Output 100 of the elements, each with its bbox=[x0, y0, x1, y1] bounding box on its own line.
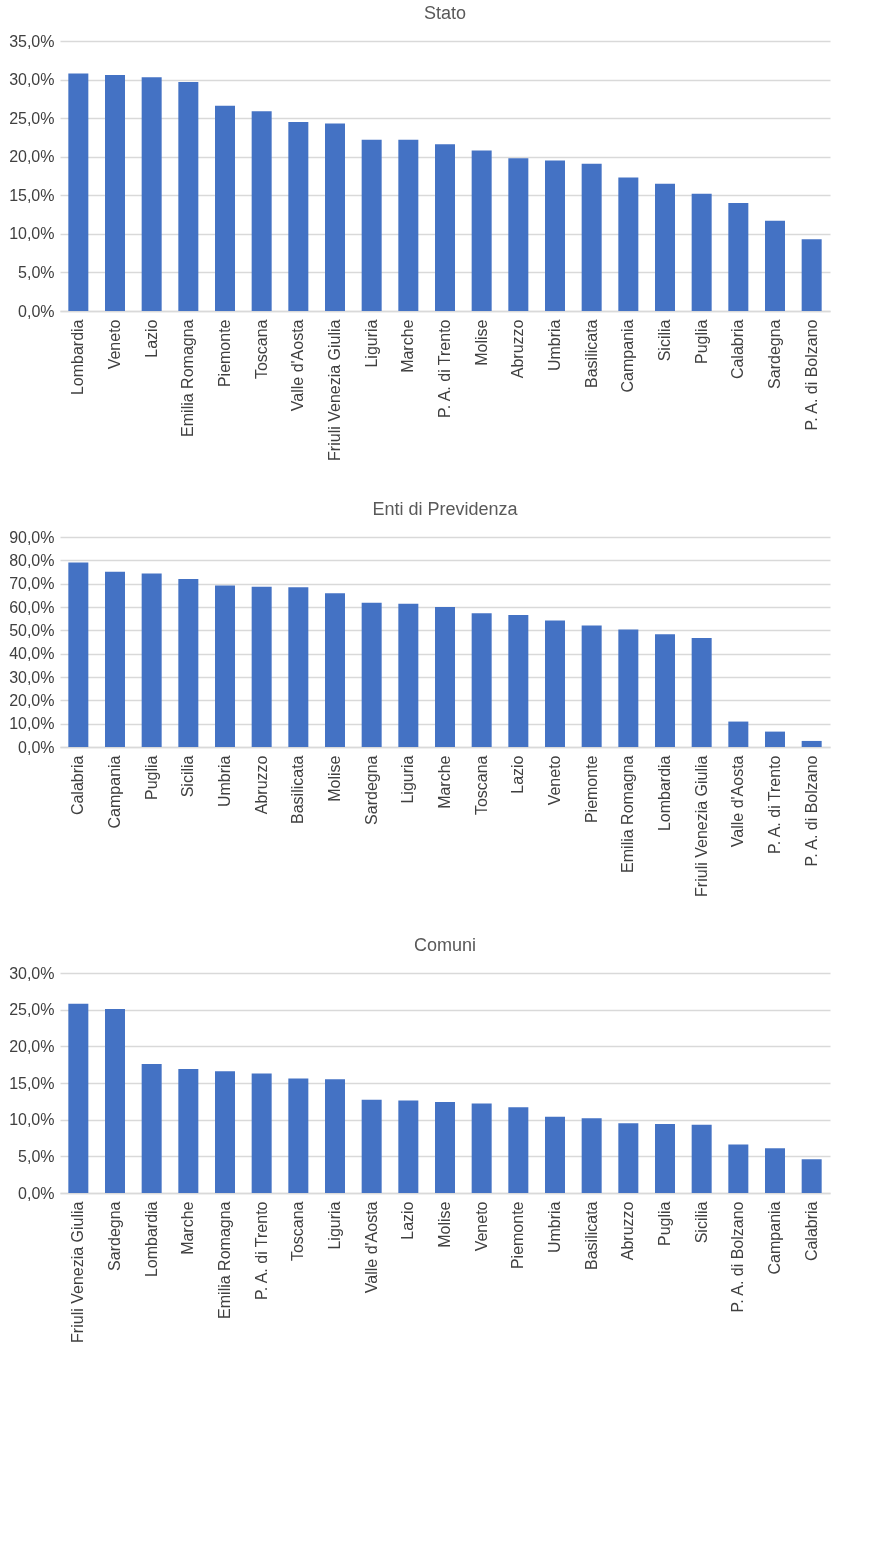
bar bbox=[398, 1100, 419, 1193]
x-tick-label: Piemonte bbox=[582, 755, 600, 824]
x-tick-label: Umbria bbox=[546, 319, 563, 372]
chart-title: Comuni bbox=[413, 935, 477, 955]
bar bbox=[435, 144, 455, 311]
x-tick-label: Veneto bbox=[106, 319, 123, 370]
x-tick-label: Toscana bbox=[289, 1201, 307, 1262]
bar bbox=[398, 139, 419, 311]
x-tick-label: Molise bbox=[326, 755, 343, 802]
bar bbox=[618, 629, 639, 747]
bar bbox=[251, 1073, 272, 1193]
bar bbox=[215, 1071, 235, 1193]
y-tick-label: 20,0% bbox=[9, 1037, 55, 1055]
x-tick-label: Lombardia bbox=[142, 1201, 160, 1278]
x-tick-label: Toscana bbox=[472, 755, 490, 816]
x-tick-label: Basilicata bbox=[289, 755, 307, 824]
x-tick-label: Liguria bbox=[362, 319, 380, 368]
x-tick-label: Emilia Romagna bbox=[216, 1201, 233, 1319]
bar bbox=[325, 1079, 345, 1193]
x-tick-label: P. A. di Bolzano bbox=[802, 319, 820, 431]
bar bbox=[105, 571, 125, 747]
x-tick-label: Lazio bbox=[399, 1201, 417, 1240]
bar bbox=[691, 638, 712, 747]
x-tick-label: Veneto bbox=[546, 755, 563, 806]
bar bbox=[68, 73, 89, 311]
x-tick-label: Lazio bbox=[509, 755, 527, 794]
y-tick-label: 10,0% bbox=[9, 715, 55, 733]
x-tick-label: Campania bbox=[619, 319, 637, 393]
bar bbox=[178, 579, 199, 747]
y-tick-label: 0,0% bbox=[18, 738, 55, 756]
x-tick-label: Abruzzo bbox=[619, 1201, 637, 1261]
y-tick-label: 80,0% bbox=[9, 551, 55, 569]
bar bbox=[141, 1063, 162, 1193]
x-tick-label: Molise bbox=[436, 1201, 453, 1248]
x-tick-label: Marche bbox=[436, 755, 453, 809]
y-tick-label: 0,0% bbox=[18, 302, 55, 320]
y-tick-label: 70,0% bbox=[9, 575, 55, 593]
x-tick-label: Abruzzo bbox=[509, 319, 527, 379]
chart-title: Stato bbox=[423, 3, 467, 23]
bar bbox=[765, 1148, 785, 1193]
y-tick-label: 35,0% bbox=[9, 32, 55, 50]
x-tick-label: Sicilia bbox=[179, 755, 197, 798]
x-tick-label: Piemonte bbox=[216, 319, 233, 388]
x-tick-label: Toscana bbox=[252, 319, 270, 380]
bar bbox=[288, 1078, 309, 1193]
y-tick-label: 25,0% bbox=[9, 1001, 55, 1019]
bar bbox=[728, 1144, 749, 1193]
bar bbox=[545, 160, 565, 311]
x-tick-label: Lombardia bbox=[69, 319, 87, 396]
bar bbox=[801, 1159, 822, 1193]
bar bbox=[178, 1069, 199, 1193]
x-tick-label: Marche bbox=[399, 319, 417, 373]
x-tick-label: Lombardia bbox=[656, 755, 673, 832]
x-tick-label: Valle d'Aosta bbox=[362, 1201, 380, 1294]
bar bbox=[508, 158, 529, 311]
bar bbox=[655, 183, 675, 311]
x-tick-label: Friuli Venezia Giulia bbox=[692, 755, 710, 897]
bar bbox=[251, 586, 272, 747]
x-tick-label: Friuli Venezia Giulia bbox=[69, 1201, 87, 1343]
bar bbox=[508, 614, 529, 747]
x-tick-label: Marche bbox=[179, 1201, 197, 1255]
x-tick-label: Molise bbox=[472, 319, 490, 366]
bar bbox=[141, 77, 162, 311]
bar bbox=[728, 721, 749, 747]
y-tick-label: 15,0% bbox=[9, 1074, 55, 1092]
x-tick-label: Basilicata bbox=[582, 1201, 600, 1270]
x-tick-label: Campania bbox=[106, 755, 123, 829]
x-tick-label: Umbria bbox=[546, 1201, 563, 1254]
x-tick-label: Campania bbox=[766, 1201, 783, 1275]
y-tick-label: 90,0% bbox=[9, 528, 55, 546]
y-tick-label: 10,0% bbox=[9, 1111, 55, 1129]
y-tick-label: 10,0% bbox=[9, 225, 55, 243]
y-tick-label: 15,0% bbox=[9, 186, 55, 204]
x-tick-label: Lazio bbox=[142, 319, 160, 358]
x-tick-label: Emilia Romagna bbox=[179, 319, 197, 437]
x-tick-label: Calabria bbox=[69, 755, 87, 816]
x-tick-label: Piemonte bbox=[509, 1201, 527, 1270]
x-tick-label: Sardegna bbox=[106, 1201, 123, 1271]
x-tick-label: Sicilia bbox=[692, 1201, 710, 1244]
x-tick-label: Basilicata bbox=[582, 319, 600, 388]
bar bbox=[251, 111, 272, 311]
bar bbox=[508, 1107, 529, 1193]
x-tick-label: Puglia bbox=[142, 755, 160, 800]
y-tick-label: 25,0% bbox=[9, 109, 55, 127]
bar bbox=[545, 1116, 565, 1193]
x-tick-label: Valle d'Aosta bbox=[289, 319, 307, 412]
x-tick-label: Sardegna bbox=[362, 755, 380, 825]
chart-title: Enti di Previdenza bbox=[372, 499, 519, 519]
bar bbox=[435, 1102, 455, 1193]
y-tick-label: 50,0% bbox=[9, 621, 55, 639]
y-tick-label: 20,0% bbox=[9, 691, 55, 709]
bar bbox=[801, 239, 822, 311]
bar bbox=[361, 602, 382, 747]
x-tick-label: Valle d'Aosta bbox=[729, 755, 747, 848]
bar bbox=[691, 1124, 712, 1193]
y-tick-label: 0,0% bbox=[18, 1184, 55, 1202]
bar bbox=[141, 573, 162, 747]
x-tick-label: Abruzzo bbox=[252, 755, 270, 815]
x-tick-label: Liguria bbox=[399, 755, 417, 804]
bar bbox=[178, 81, 199, 311]
